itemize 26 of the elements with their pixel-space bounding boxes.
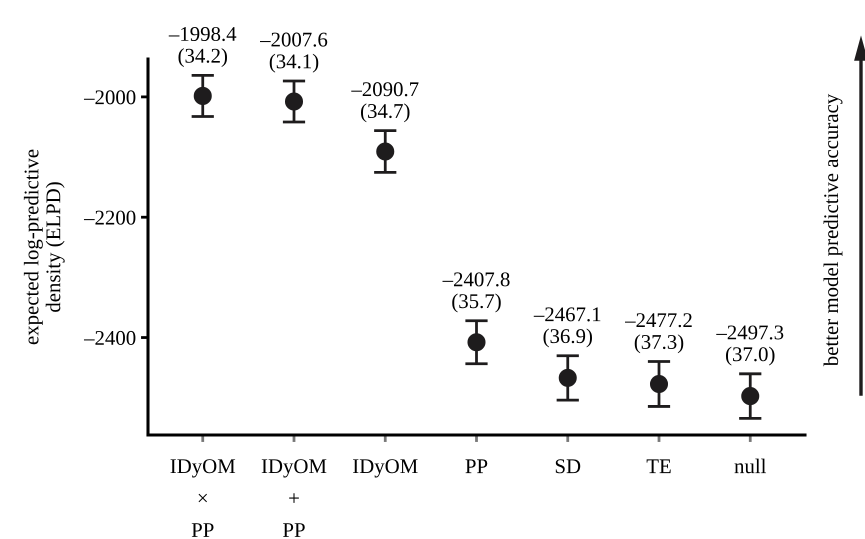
point [741,387,760,406]
x-tick-label: SD [556,459,580,474]
x-tick-label: IDyOM [353,459,418,478]
data-label: –2497.3 (37.0) [716,325,784,366]
data-label: –1998.4 (34.2) [168,26,236,68]
y-axis-title: expected log-predictive density (ELPD) [24,150,65,344]
data-label: –2007.6 (34.1) [260,32,328,73]
x-tick-label: IDyOM × PP [170,459,236,537]
x-tick-label: PP [466,459,488,474]
text: better model predictive accuracy [824,94,842,366]
point [194,86,212,105]
point [284,92,304,110]
data-label: –2090.7 (34.7) [351,82,419,122]
point [558,368,577,387]
x-tick-label: TE [646,459,671,474]
point [467,333,486,352]
x-tick-label: null [734,458,766,474]
y-tick-label: –2000 [84,90,136,104]
point [376,142,394,160]
x-tick-label: IDyOM + PP [262,459,326,537]
y-tick-label: –2200 [84,210,136,225]
point [650,374,668,394]
y-tick-label: –2400 [84,330,136,345]
data-label: –2477.2 (37.3) [625,313,692,354]
data-label: –2467.1 (36.9) [534,307,600,348]
data-label: –2407.8 (35.7) [442,272,510,312]
